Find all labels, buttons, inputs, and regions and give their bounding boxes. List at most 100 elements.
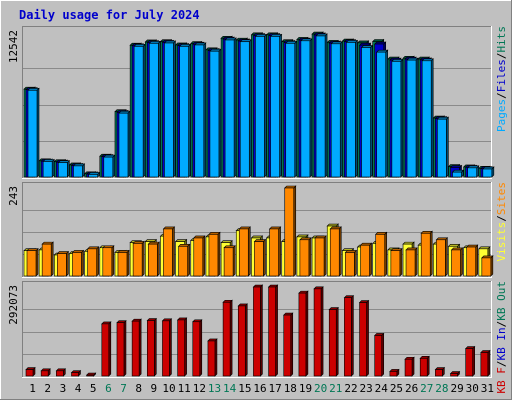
bar-pages-day-5-top (87, 172, 101, 175)
bar-visits-day-21-top (326, 223, 339, 227)
bar-kb-f-day-22 (343, 294, 355, 377)
bar-sites-day-16 (253, 238, 267, 277)
bar-pages-day-7-side (127, 110, 131, 178)
legend-pages: Pages (495, 99, 508, 132)
bar-kb-f-day-8 (131, 318, 142, 377)
bar-sites-day-5-top (86, 246, 100, 250)
x-tick-label-day-26: 26 (405, 382, 418, 395)
bar-kb-f-day-3-front (56, 370, 64, 377)
panel-visits-ymax-label: 243 (7, 186, 20, 206)
bar-sites-day-20 (314, 235, 327, 277)
bar-sites-day-9-front (147, 243, 158, 277)
bar-sites-day-29 (450, 247, 464, 277)
bar-pages-day-4-front (73, 165, 83, 178)
bar-visits-day-16-top (250, 235, 264, 239)
bar-sites-day-7-top (117, 250, 130, 253)
bar-sites-day-10 (162, 226, 176, 277)
bar-kb-f-day-12-side (199, 319, 203, 377)
bar-sites-day-6 (102, 245, 115, 277)
bar-pages-day-10-side (173, 40, 176, 178)
bar-kb-f-day-10 (161, 318, 173, 377)
legend-kb-in: KB In (495, 327, 508, 360)
bar-kb-f-day-28-front (435, 369, 443, 377)
bar-kb-f-day-25-top (389, 369, 400, 372)
bar-pages-day-30 (466, 165, 480, 178)
x-tick-label-day-13: 13 (208, 382, 221, 395)
bar-sites-day-17-front (269, 228, 279, 277)
bar-kb-f-day-6 (101, 321, 112, 377)
bar-sites-day-28 (435, 237, 449, 277)
bar-kb-f-day-3 (55, 368, 67, 377)
bar-kb-f-day-28 (434, 366, 446, 377)
bar-sites-day-4-side (81, 249, 84, 277)
bar-kb-f-day-9 (146, 317, 158, 377)
bar-pages-day-3-front (58, 162, 68, 178)
bar-pages-day-15 (239, 39, 252, 178)
bar-kb-f-day-22-front (344, 297, 352, 377)
x-tick-label-day-17: 17 (269, 382, 282, 395)
bar-pages-day-31 (482, 166, 495, 178)
legend-separator: / (495, 92, 508, 99)
bar-sites-day-10-side (172, 226, 175, 277)
bar-sites-day-15-front (238, 228, 249, 277)
legend-kb-out: KB Out (495, 281, 508, 321)
x-tick-label-day-5: 5 (90, 382, 97, 395)
bar-pages-day-20-front (315, 35, 326, 178)
bar-kb-f-day-17-front (268, 286, 276, 377)
bar-pages-day-18-front (285, 43, 296, 178)
bar-sites-day-25-top (390, 248, 403, 251)
x-tick-label-day-16: 16 (253, 382, 266, 395)
panel-kbytes-ymax-label: 292073 (7, 285, 20, 325)
x-tick-label-day-25: 25 (390, 382, 403, 395)
bar-kb-f-day-26-front (404, 358, 413, 377)
bar-sites-day-4 (71, 249, 85, 277)
bar-pages-day-12-side (203, 42, 207, 178)
bar-sites-day-16-front (254, 241, 264, 277)
bar-kb-f-day-12-front (192, 321, 201, 377)
bar-kb-f-day-8-side (138, 318, 142, 377)
bar-pages-day-28 (436, 116, 450, 178)
bar-sites-day-1 (26, 247, 39, 277)
bar-pages-day-9-front (148, 43, 159, 178)
panel-kbytes-legend: KB F/KB In/KB Out (495, 281, 508, 394)
bar-pages-day-21-front (330, 43, 341, 178)
bar-pages-day-27 (421, 58, 434, 178)
bar-sites-day-20-front (314, 237, 325, 277)
bar-sites-day-18 (284, 185, 297, 277)
bar-sites-day-13-top (208, 232, 221, 235)
x-tick-label-day-3: 3 (60, 382, 67, 395)
bar-sites-day-12-top (193, 235, 206, 239)
bar-pages-day-24 (375, 49, 389, 178)
legend-separator: / (495, 215, 508, 222)
bar-sites-day-20-top (314, 235, 327, 239)
bar-kb-f-day-26 (404, 356, 415, 377)
bar-sites-day-6-front (102, 247, 113, 277)
bar-sites-day-4-front (72, 252, 82, 277)
bar-sites-day-13-side (217, 231, 221, 277)
bar-sites-day-23-front (360, 244, 370, 277)
bar-kb-f-day-14-front (222, 301, 231, 377)
bar-kb-f-day-30 (464, 345, 476, 377)
panel-visits: 243 Visits/Sites (7, 182, 508, 278)
bar-pages-day-19-front (300, 40, 311, 178)
bar-kb-f-day-9-side (153, 317, 157, 377)
bar-kb-f-day-11-side (184, 317, 187, 377)
x-tick-label-day-4: 4 (75, 382, 82, 395)
bar-pages-day-28-front (437, 118, 447, 178)
bar-kb-f-day-3-top (55, 368, 67, 372)
bar-sites-day-25-front (390, 250, 401, 277)
bar-pages-day-2 (42, 158, 55, 178)
panel-visits-legend: Visits/Sites (495, 182, 508, 262)
bar-pages-day-13-side (218, 48, 222, 178)
bar-kb-f-day-13-front (207, 340, 216, 377)
bar-kb-f-day-31 (480, 349, 491, 377)
bar-sites-day-8-front (132, 243, 143, 277)
x-tick-label-day-30: 30 (466, 382, 479, 395)
bar-sites-day-2-front (41, 243, 52, 277)
bar-pages-day-8-front (133, 46, 144, 178)
bar-pages-day-31-front (482, 168, 493, 178)
bar-pages-day-1-top (27, 87, 40, 91)
bar-pages-day-13-front (209, 50, 220, 178)
bar-sites-day-4-top (71, 250, 85, 253)
